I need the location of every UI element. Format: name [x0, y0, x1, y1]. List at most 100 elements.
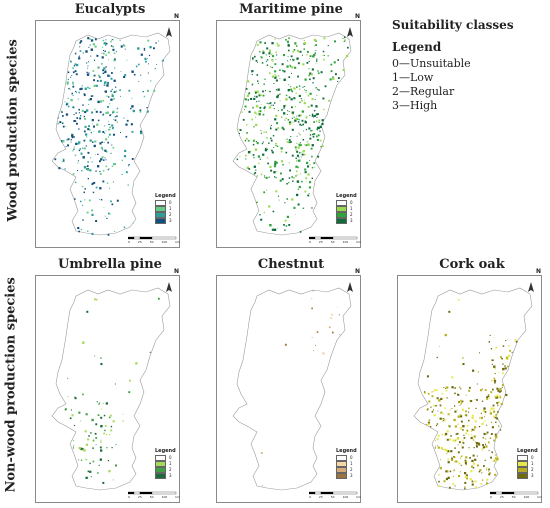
suitability-cell [476, 383, 478, 385]
suitability-cell [286, 40, 289, 43]
suitability-cell [256, 175, 258, 177]
suitability-cell [440, 411, 443, 414]
suitability-cell [451, 456, 453, 458]
suitability-cell [484, 411, 487, 413]
suitability-cell [72, 82, 74, 85]
suitability-cell [86, 73, 90, 76]
suitability-cell [323, 108, 325, 111]
suitability-cell [474, 480, 477, 483]
suitability-cell [281, 63, 284, 66]
suitability-cell [264, 149, 268, 152]
suitability-cell [281, 178, 284, 181]
suitability-cell [465, 432, 467, 435]
suitability-cell [486, 478, 489, 481]
suitability-cell [254, 148, 258, 151]
suitability-cell [499, 395, 502, 398]
suitability-cell [457, 451, 460, 454]
suitability-cell [479, 469, 482, 472]
suitability-cell [57, 122, 60, 125]
suitability-cell [473, 435, 476, 438]
suitability-cell [439, 346, 441, 347]
suitability-cell [122, 46, 123, 48]
suitability-cell [298, 51, 300, 53]
suitability-cell [459, 415, 463, 418]
suitability-cell [311, 166, 314, 169]
suitability-cell [288, 141, 291, 144]
north-arrow-glyph [528, 282, 534, 292]
suitability-cell [95, 154, 96, 156]
suitability-cell [105, 138, 108, 141]
suitability-cell [150, 80, 152, 82]
legend-label: 0 [169, 455, 172, 460]
suitability-cell [99, 172, 102, 175]
suitability-cell [436, 397, 439, 400]
suitability-cell [303, 102, 306, 105]
suitability-cell [79, 148, 81, 150]
suitability-cell [480, 483, 483, 485]
suitability-cell [115, 464, 117, 467]
suitability-cell [97, 414, 100, 416]
country-outline [51, 32, 171, 236]
suitability-cell [254, 111, 257, 114]
suitability-cell [270, 139, 273, 142]
suitability-cell [108, 96, 110, 98]
suitability-cell [90, 48, 93, 51]
suitability-cell [71, 133, 74, 137]
suitability-cell [467, 430, 469, 432]
suitability-cell [135, 362, 138, 365]
suitability-cell [278, 199, 280, 201]
legend-swatch [517, 461, 528, 467]
suitability-cell [148, 54, 151, 57]
map-legend: Legend 0 1 2 3 [155, 448, 176, 479]
suitability-cell [294, 106, 296, 108]
legend-label: 3 [531, 473, 534, 478]
suitability-cell [138, 81, 140, 82]
suitability-cell [94, 108, 96, 110]
suitability-cell [316, 60, 318, 62]
suitability-cell [78, 128, 80, 130]
suitability-cell [444, 419, 446, 422]
suitability-cell [147, 110, 149, 113]
suitability-cell [272, 104, 274, 106]
suitability-cell [114, 67, 116, 69]
suitability-cell [315, 63, 317, 65]
suitability-cell [303, 48, 305, 50]
suitability-cell [107, 169, 109, 171]
suitability-cell [83, 94, 86, 97]
suitability-cell [109, 126, 111, 129]
suitability-cell [455, 439, 457, 441]
suitability-cell [457, 423, 459, 425]
suitability-cell [87, 178, 89, 180]
suitability-cell [501, 384, 504, 386]
suitability-cell [293, 116, 295, 118]
suitability-cell [284, 119, 286, 121]
legend-label: 1 [350, 206, 353, 211]
suitability-cell [111, 165, 114, 168]
suitability-cell [86, 211, 89, 214]
suitability-cell [114, 91, 116, 93]
suitability-cell [66, 81, 69, 84]
suitability-cell [100, 416, 103, 419]
suitability-cell [70, 139, 72, 141]
suitability-cell [312, 82, 314, 84]
suitability-cell [73, 444, 75, 446]
suitability-cell [78, 230, 80, 233]
suitability-cell [298, 156, 300, 158]
suitability-cell [92, 447, 94, 449]
suitability-cell [59, 121, 62, 124]
suitability-cell [157, 40, 159, 42]
suitability-cell [302, 123, 304, 126]
suitability-cell [269, 165, 272, 168]
suitability-cell [268, 49, 271, 52]
suitability-cell [93, 144, 96, 148]
suitability-cell [347, 46, 349, 49]
suitability-cell [67, 105, 70, 108]
suitability-cell [104, 215, 106, 217]
suitability-cell [312, 136, 315, 138]
suitability-cell [287, 110, 289, 112]
suitability-cell [112, 39, 114, 41]
suitability-cell [274, 118, 277, 121]
suitability-cell [264, 106, 266, 108]
suitability-cell [286, 183, 288, 185]
suitability-cell [99, 402, 101, 404]
